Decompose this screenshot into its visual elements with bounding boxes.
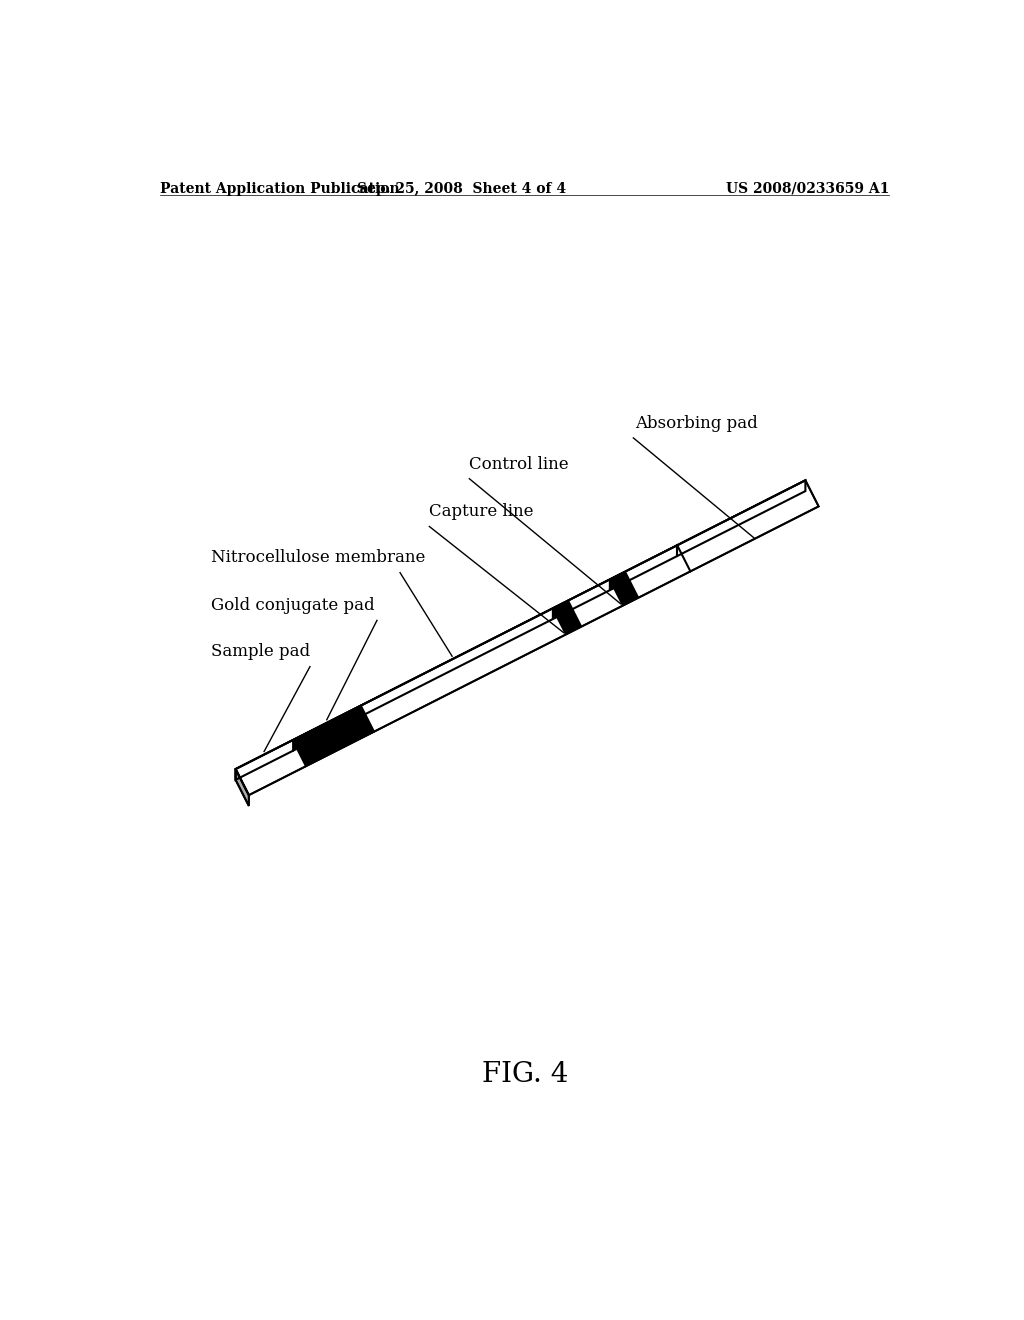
Polygon shape [236, 480, 818, 795]
Text: Gold conjugate pad: Gold conjugate pad [211, 597, 375, 614]
Text: Sample pad: Sample pad [211, 643, 310, 660]
Text: US 2008/0233659 A1: US 2008/0233659 A1 [726, 182, 889, 195]
Polygon shape [609, 572, 626, 590]
Polygon shape [552, 601, 569, 619]
Text: Capture line: Capture line [429, 503, 534, 520]
Polygon shape [293, 705, 374, 767]
Text: Patent Application Publication: Patent Application Publication [160, 182, 399, 195]
Text: Sep. 25, 2008  Sheet 4 of 4: Sep. 25, 2008 Sheet 4 of 4 [357, 182, 566, 195]
Polygon shape [293, 705, 360, 751]
Text: Absorbing pad: Absorbing pad [635, 414, 758, 432]
Polygon shape [236, 770, 249, 807]
Text: Control line: Control line [469, 455, 569, 473]
Text: FIG. 4: FIG. 4 [481, 1061, 568, 1088]
Polygon shape [552, 601, 583, 635]
Polygon shape [609, 572, 639, 606]
Text: Nitrocellulose membrane: Nitrocellulose membrane [211, 549, 426, 566]
Polygon shape [236, 480, 806, 780]
